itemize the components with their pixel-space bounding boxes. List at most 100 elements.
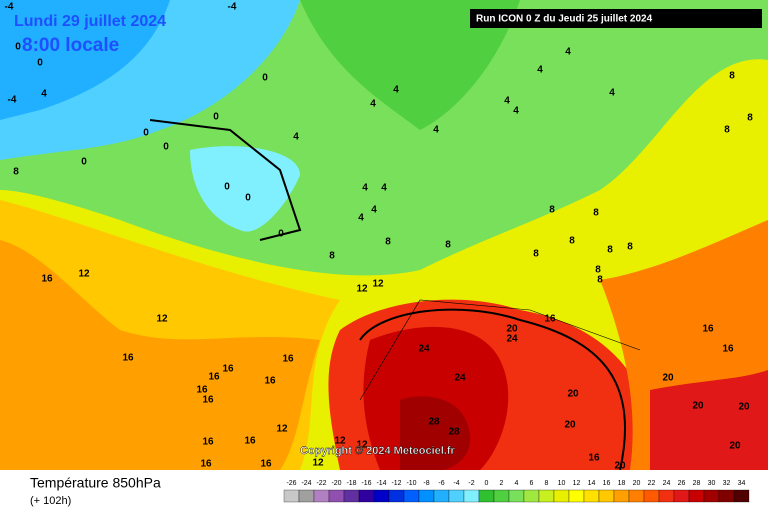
contour-label: 0 (37, 58, 43, 69)
scale-swatch (478, 489, 495, 503)
color-scale: -26 -24 -22 -20 -18 -16 -14 -12 -10 -8 -6 -4 -2 0 2 4 6 8… (283, 480, 750, 503)
scale-label: 10 (558, 480, 566, 487)
contour-label: 4 (609, 88, 615, 99)
scale-label: -8 (423, 480, 429, 487)
contour-label: 0 (81, 157, 87, 168)
scale-label: 34 (738, 480, 746, 487)
contour-label: 16 (122, 353, 134, 364)
scale-label: -20 (331, 480, 341, 487)
scale-swatch (298, 489, 315, 503)
contour-label: 8 (729, 71, 735, 82)
scale-swatch (343, 489, 360, 503)
contour-label: 16 (264, 376, 276, 387)
contour-label: 28 (448, 427, 460, 438)
scale-label: 16 (603, 480, 611, 487)
scale-swatch (673, 489, 690, 503)
time-label: 8:00 locale (22, 35, 119, 56)
scale-label: -10 (406, 480, 416, 487)
scale-label: -4 (453, 480, 459, 487)
contour-label: 0 (143, 128, 149, 139)
contour-label: 4 (381, 183, 387, 194)
contour-label: 8 (593, 208, 599, 219)
scale-label: -16 (361, 480, 371, 487)
contour-label: 16 (722, 344, 734, 355)
contour-label: 0 (213, 112, 219, 123)
scale-label: 12 (573, 480, 581, 487)
scale-swatch (553, 489, 570, 503)
scale-label: 8 (545, 480, 549, 487)
scale-label: 6 (530, 480, 534, 487)
map-background (0, 0, 768, 471)
contour-label: 0 (163, 142, 169, 153)
contour-label: 4 (358, 213, 364, 224)
scale-swatch (418, 489, 435, 503)
contour-label: 12 (156, 314, 168, 325)
scale-label: -22 (316, 480, 326, 487)
contour-label: 16 (41, 274, 53, 285)
scale-label: 30 (708, 480, 716, 487)
scale-swatch (358, 489, 375, 503)
scale-swatch (598, 489, 615, 503)
contour-label: 8 (549, 205, 555, 216)
scale-swatch (658, 489, 675, 503)
contour-label: 4 (362, 183, 368, 194)
contour-label: 4 (371, 205, 377, 216)
scale-swatch (508, 489, 525, 503)
scale-label: 20 (633, 480, 641, 487)
scale-swatch (433, 489, 450, 503)
contour-label: 16 (222, 364, 234, 375)
scale-swatch (628, 489, 645, 503)
contour-label: 20 (614, 461, 626, 472)
contour-label: 20 (692, 401, 704, 412)
contour-label: -4 (5, 2, 14, 13)
scale-label: -14 (376, 480, 386, 487)
contour-label: 4 (504, 96, 510, 107)
copyright: Copyright © 2024 Meteociel.fr (300, 445, 456, 457)
scale-swatch (448, 489, 465, 503)
scale-swatch (403, 489, 420, 503)
scale-swatch (613, 489, 630, 503)
contour-label: 8 (569, 236, 575, 247)
contour-label: -4 (8, 95, 17, 106)
contour-label: 20 (506, 324, 518, 335)
scale-swatch (733, 489, 750, 503)
scale-label: -2 (468, 480, 474, 487)
contour-label: 8 (13, 167, 19, 178)
contour-label: 4 (293, 132, 299, 143)
contour-label: 8 (597, 275, 603, 286)
footer-lead: (+ 102h) (30, 495, 71, 507)
contour-label: 8 (724, 125, 730, 136)
run-label: Run ICON 0 Z du Jeudi 25 juillet 2024 (476, 14, 653, 25)
contour-label: 12 (356, 440, 368, 451)
scale-swatch (283, 489, 300, 503)
scale-label: 18 (618, 480, 626, 487)
scale-label: 14 (588, 480, 596, 487)
scale-label: 0 (485, 480, 489, 487)
contour-label: 0 (278, 229, 284, 240)
scale-label: 24 (663, 480, 671, 487)
contour-label: 4 (433, 125, 439, 136)
contour-label: 16 (208, 372, 220, 383)
scale-swatch (388, 489, 405, 503)
scale-label: -6 (438, 480, 444, 487)
contour-label: 20 (662, 373, 674, 384)
contour-label: 0 (262, 73, 268, 84)
scale-swatch (313, 489, 330, 503)
contour-label: 12 (312, 458, 324, 469)
scale-swatch (583, 489, 600, 503)
contour-label: 8 (329, 251, 335, 262)
contour-label: 8 (385, 237, 391, 248)
scale-label: -12 (391, 480, 401, 487)
contour-label: 16 (200, 459, 212, 470)
contour-label: 20 (567, 389, 579, 400)
contour-label: 20 (738, 402, 750, 413)
scale-swatch (463, 489, 480, 503)
scale-swatch (703, 489, 720, 503)
contour-label: 0 (15, 42, 21, 53)
contour-label: 16 (196, 385, 208, 396)
contour-label: 20 (729, 441, 741, 452)
contour-label: 12 (356, 284, 368, 295)
scale-swatch (643, 489, 660, 503)
